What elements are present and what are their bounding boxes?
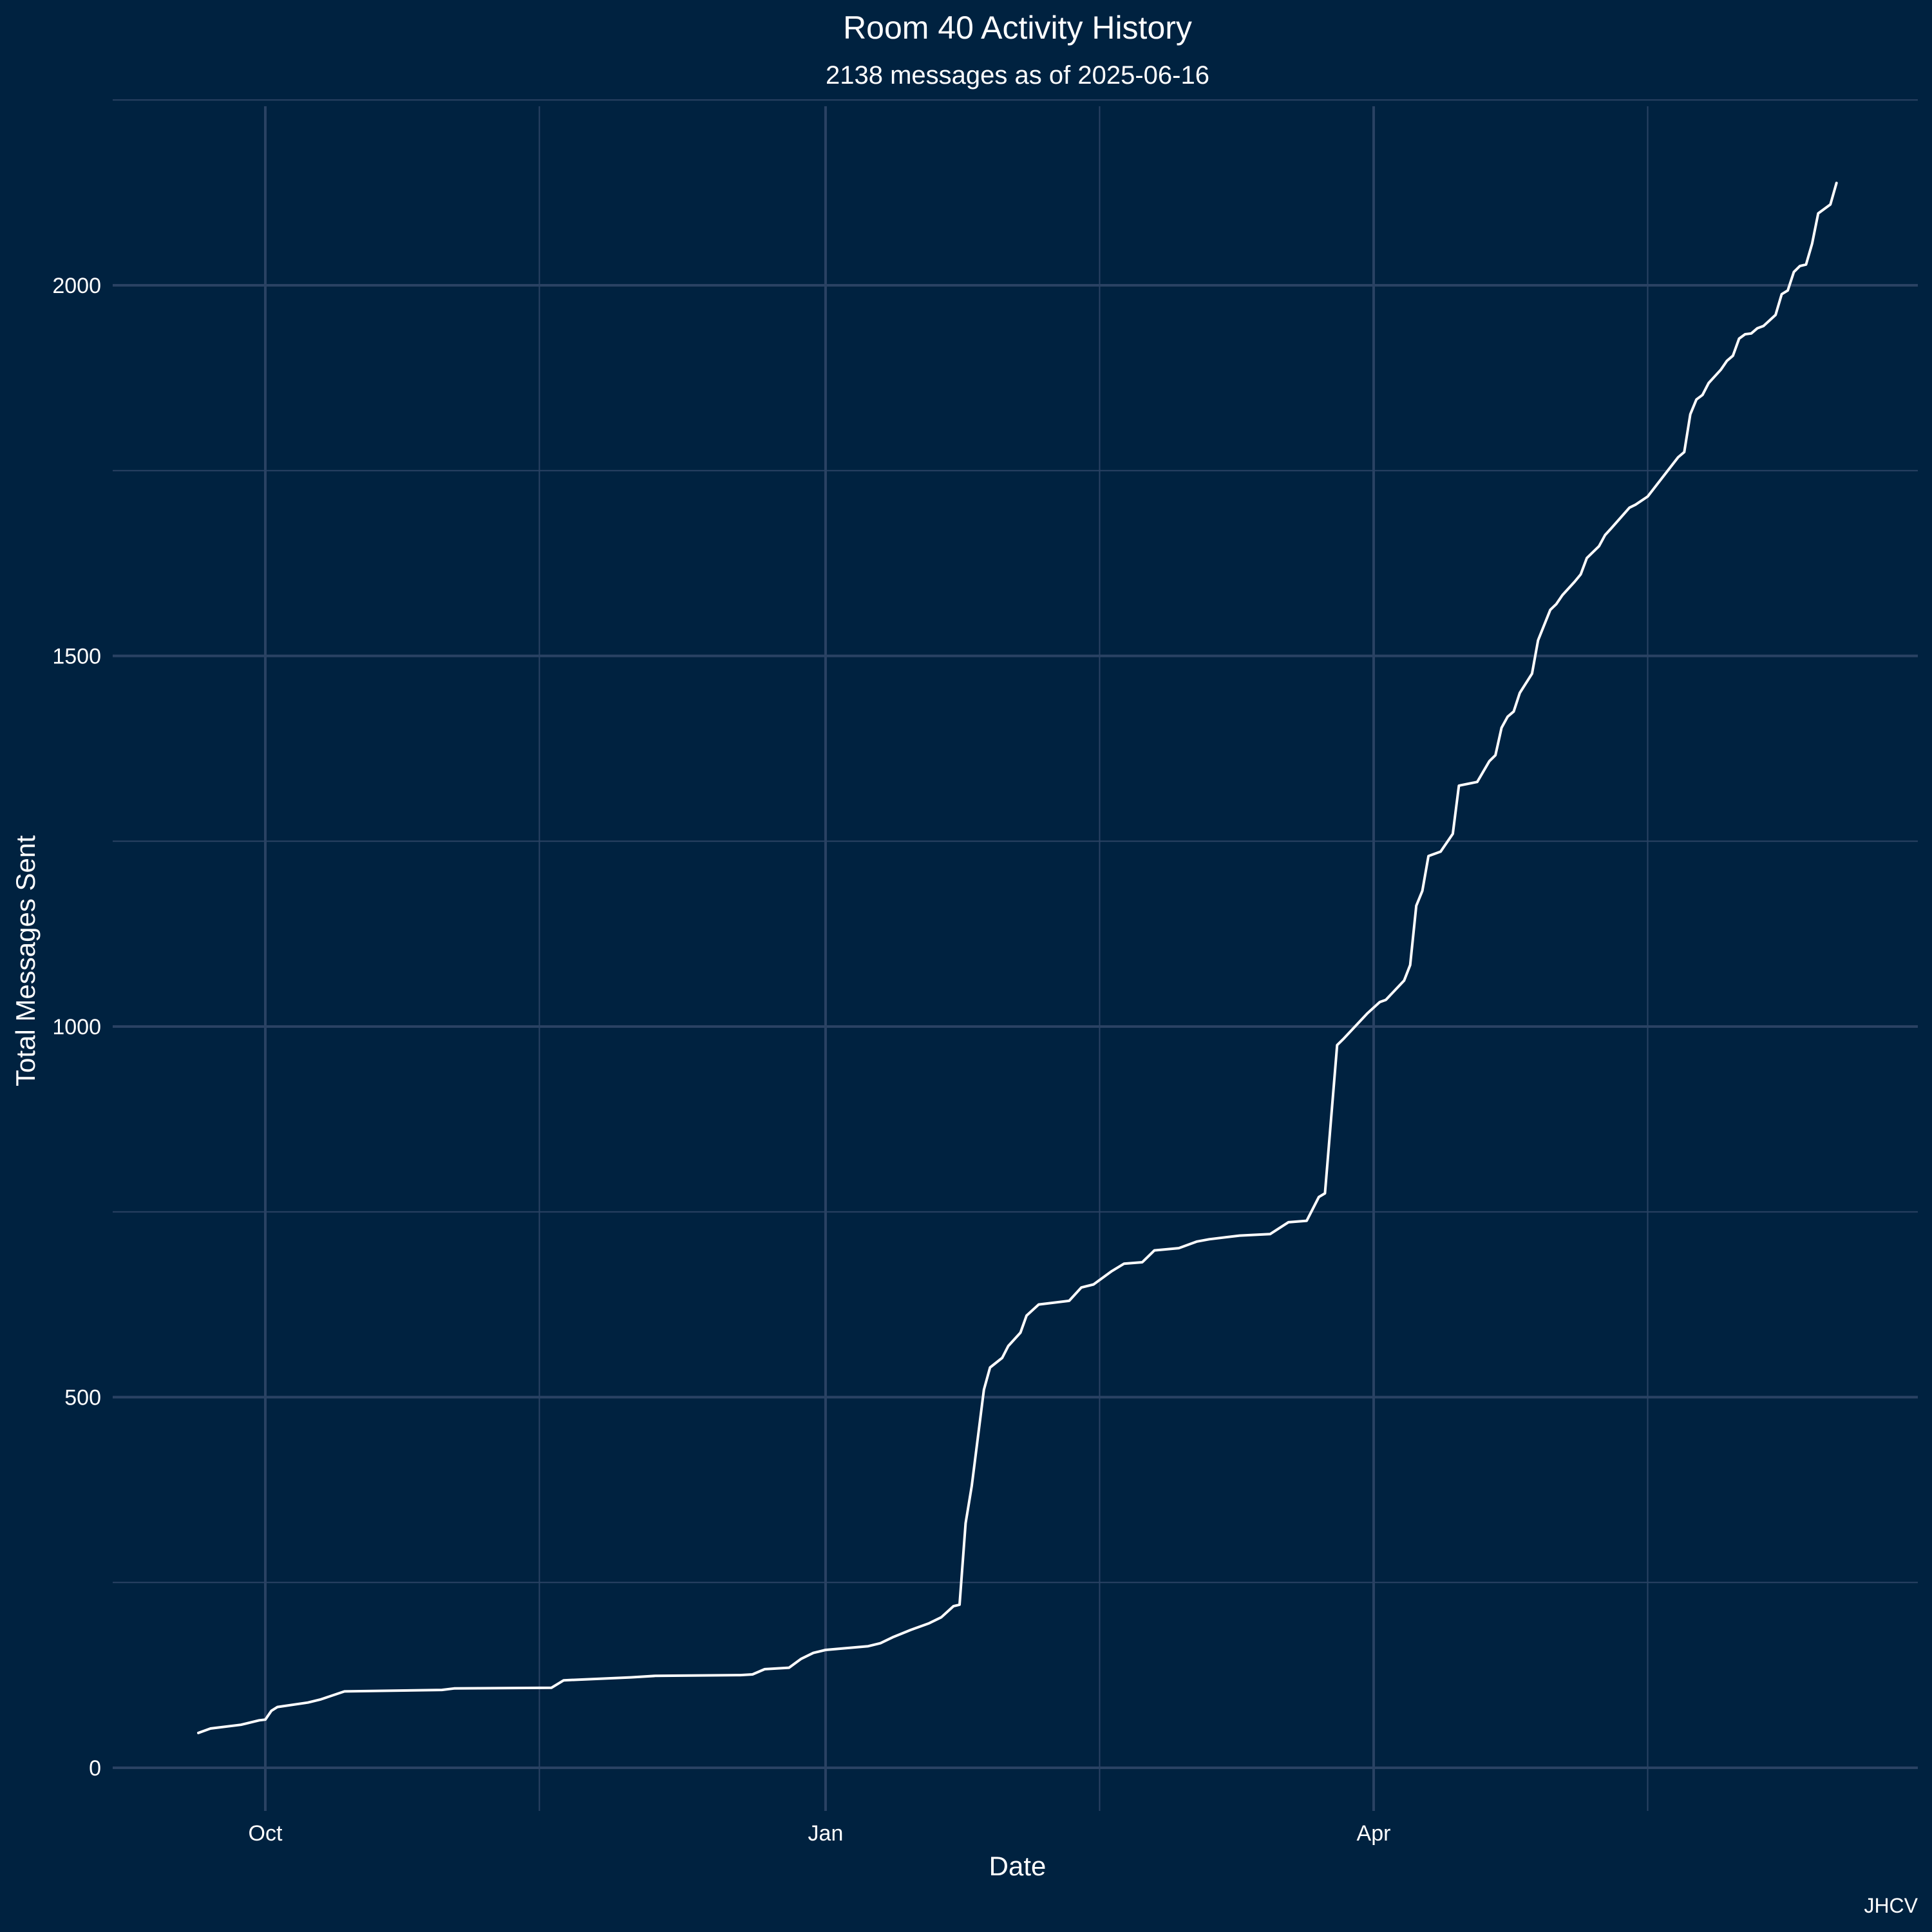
series-line-group (197, 182, 1838, 1734)
y-tick-label: 0 (89, 1756, 101, 1781)
y-axis-title: Total Messages Sent (10, 835, 41, 1086)
grid-lines (113, 99, 1918, 1811)
y-tick-label: 1500 (52, 645, 101, 669)
y-tick-label: 2000 (52, 274, 101, 298)
x-tick-label: Oct (249, 1821, 283, 1846)
x-tick-label: Jan (808, 1821, 844, 1846)
series-line (197, 182, 1838, 1734)
x-axis-title: Date (989, 1851, 1046, 1881)
chart-caption: JHCV (1864, 1894, 1918, 1917)
y-tick-label: 500 (64, 1386, 101, 1410)
y-tick-label: 1000 (52, 1015, 101, 1039)
chart-title: Room 40 Activity History (843, 10, 1192, 46)
x-tick-label: Apr (1357, 1821, 1391, 1846)
chart-subtitle: 2138 messages as of 2025-06-16 (826, 61, 1209, 90)
axis-tick-labels: 0 500 1000 1500 2000 Oct Jan Apr (52, 274, 1390, 1846)
